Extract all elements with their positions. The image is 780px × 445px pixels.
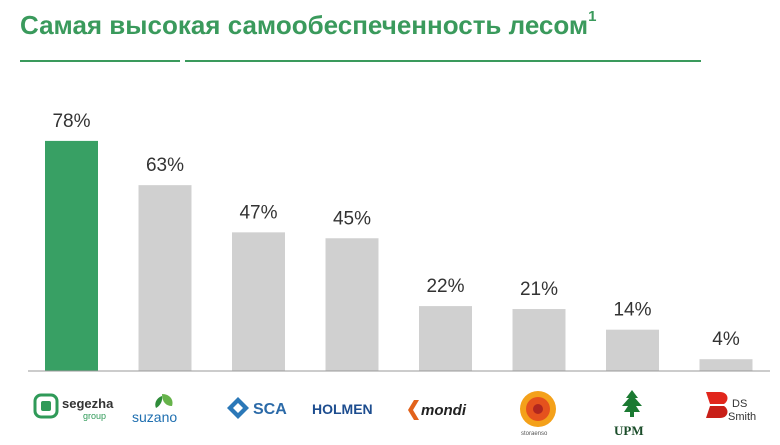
holmen-logo-name: HOLMEN xyxy=(312,401,373,417)
bar-value-label: 45% xyxy=(333,208,371,229)
bar-upm xyxy=(606,329,659,371)
dssmith-logo-line2: Smith xyxy=(728,411,756,423)
bar-sca xyxy=(232,232,285,371)
footnote-mark: 1 xyxy=(588,8,597,25)
bar-value-label: 63% xyxy=(146,155,184,176)
suzano-leaf-icon xyxy=(162,394,173,406)
bars-group xyxy=(45,140,753,371)
bar-value-label: 21% xyxy=(520,279,558,300)
bar-labels-group: 78% 63% 47% 45% 22% 21% 14% 4% xyxy=(52,111,739,350)
storaenso-logo-name: storaenso xyxy=(521,431,548,437)
chart-title: Самая высокая самообеспеченность лесом1 xyxy=(20,8,597,41)
bar-holmen xyxy=(325,238,379,371)
segezha-logo-mark xyxy=(33,393,59,419)
mondi-chevron-icon xyxy=(408,400,419,420)
segezha-logo-sub: group xyxy=(83,411,106,421)
upm-logo-name: UPM xyxy=(614,423,644,438)
bar-value-label: 4% xyxy=(712,329,740,350)
mondi-logo: mondi xyxy=(408,400,467,420)
sca-logo-name: SCA xyxy=(253,401,287,418)
sca-logo: SCA xyxy=(227,397,287,419)
suzano-logo: suzano xyxy=(132,394,177,425)
sca-diamond-inner xyxy=(233,403,243,413)
segezha-logo-name: segezha xyxy=(62,396,114,411)
segezha-logo-mark-inner xyxy=(41,401,51,411)
bar-mondi xyxy=(419,306,472,371)
upm-logo: UPM xyxy=(614,390,644,438)
bar-stora-enso xyxy=(512,309,566,371)
dssmith-swoosh-icon-2 xyxy=(706,406,728,418)
bar-ds-smith xyxy=(699,359,753,371)
bar-value-label: 78% xyxy=(52,111,90,132)
bar-value-label: 22% xyxy=(426,276,464,297)
suzano-logo-name: suzano xyxy=(132,409,177,425)
title-underline-left xyxy=(20,60,180,62)
suzano-leaf-icon-2 xyxy=(155,396,163,408)
bar-value-label: 47% xyxy=(239,202,277,223)
bar-value-label: 14% xyxy=(613,300,651,321)
dssmith-logo-line1: DS xyxy=(732,398,747,410)
holmen-logo: HOLMEN xyxy=(312,401,373,417)
mondi-logo-name: mondi xyxy=(421,402,467,419)
storaenso-logo: storaenso xyxy=(520,391,556,437)
dssmith-logo: DS Smith xyxy=(706,392,756,423)
bar-suzano xyxy=(138,185,192,371)
chart-title-text: Самая высокая самообеспеченность лесом xyxy=(20,10,589,40)
dssmith-swoosh-icon xyxy=(706,392,728,404)
title-underline-right xyxy=(185,60,701,62)
segezha-logo: segezha group xyxy=(33,393,114,421)
upm-griffin-icon xyxy=(622,390,642,412)
storaenso-sun-core xyxy=(533,404,543,414)
upm-griffin-stem xyxy=(630,412,634,417)
bar-segezha-group xyxy=(45,140,98,371)
